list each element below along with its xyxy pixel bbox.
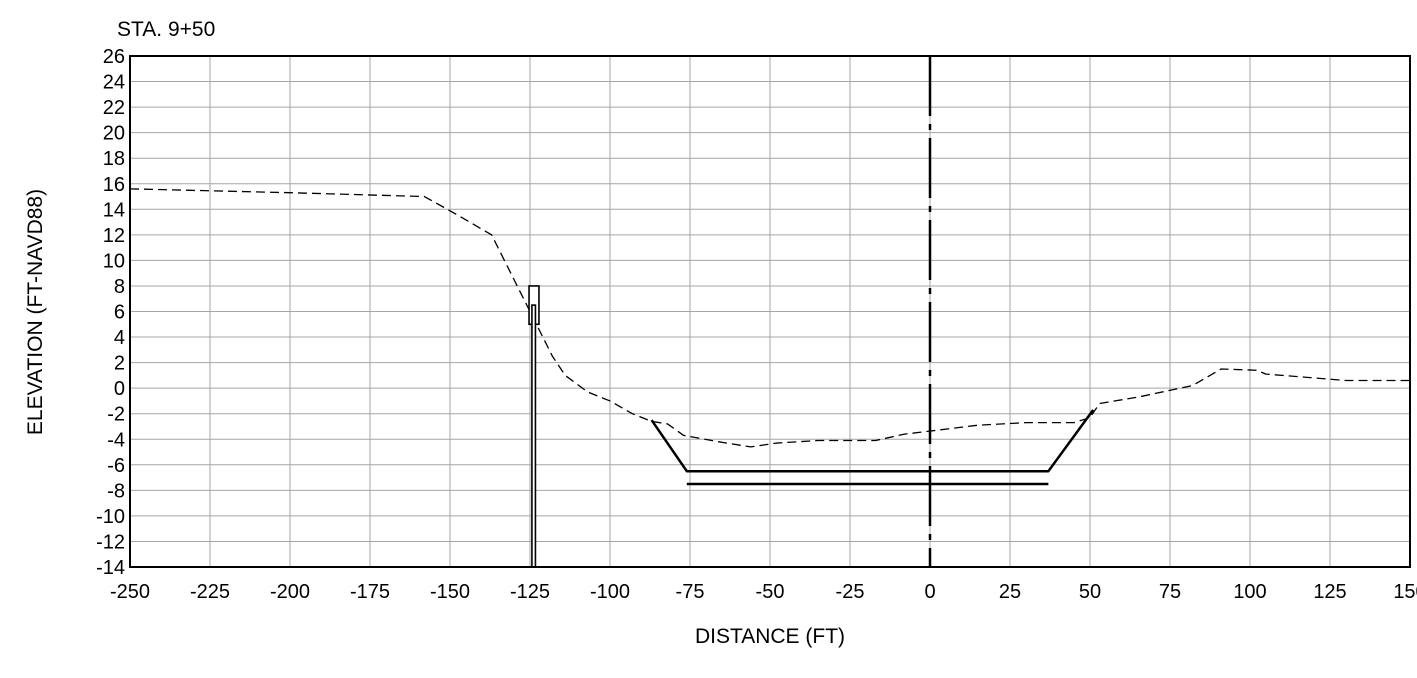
y-tick-label: 12 xyxy=(103,225,125,247)
x-tick-label: -150 xyxy=(430,581,470,603)
y-tick-label: 24 xyxy=(103,72,125,94)
x-tick-label: -225 xyxy=(190,581,230,603)
y-tick-label: -14 xyxy=(96,557,125,579)
y-tick-label: 20 xyxy=(103,123,125,145)
x-tick-label: 100 xyxy=(1233,581,1266,603)
x-tick-label: -125 xyxy=(510,581,550,603)
y-tick-label: 22 xyxy=(103,97,125,119)
y-tick-label: 16 xyxy=(103,174,125,196)
y-tick-label: 18 xyxy=(103,148,125,170)
y-tick-label: -12 xyxy=(96,531,125,553)
y-tick-label: -2 xyxy=(107,404,125,426)
x-tick-label: 150 xyxy=(1393,581,1417,603)
x-tick-label: -75 xyxy=(676,581,705,603)
y-axis-label: ELEVATION (FT-NAVD88) xyxy=(24,188,47,436)
y-tick-label: 0 xyxy=(114,378,125,400)
x-tick-label: 50 xyxy=(1079,581,1101,603)
chart-title: STA. 9+50 xyxy=(117,18,216,41)
series-group xyxy=(129,188,1410,486)
y-tick-label: -6 xyxy=(107,455,125,477)
y-tick-label: 2 xyxy=(114,353,125,375)
y-tick-label: -8 xyxy=(107,480,125,502)
y-tick-label: -4 xyxy=(107,429,125,451)
sheet-pile xyxy=(531,304,537,568)
x-tick-label: -250 xyxy=(110,581,150,603)
sheet-pile-structure xyxy=(528,285,540,568)
y-tick-label: 10 xyxy=(103,250,125,272)
plot-frame xyxy=(129,55,1411,568)
series-line-0 xyxy=(129,188,1410,448)
y-tick-label: 4 xyxy=(114,327,125,349)
y-tick-label: 8 xyxy=(114,276,125,298)
x-tick-label: 75 xyxy=(1159,581,1181,603)
x-tick-label: -200 xyxy=(270,581,310,603)
x-tick-label: -50 xyxy=(756,581,785,603)
x-tick-label: 25 xyxy=(999,581,1021,603)
axes xyxy=(129,55,1411,568)
x-tick-label: 125 xyxy=(1313,581,1346,603)
x-tick-label: -175 xyxy=(350,581,390,603)
y-tick-label: 14 xyxy=(103,199,125,221)
x-tick-label: -100 xyxy=(590,581,630,603)
x-tick-label: 0 xyxy=(924,581,935,603)
y-tick-label: -10 xyxy=(96,506,125,528)
x-tick-label: -25 xyxy=(836,581,865,603)
x-tick-labels: -250 -225 -200 -175 -150 -125 -100 -75 -50 -25 0 25… xyxy=(110,581,1417,603)
series-line-1 xyxy=(650,409,1095,473)
y-tick-label: 6 xyxy=(114,302,125,324)
x-axis-label: DISTANCE (FT) xyxy=(694,625,846,648)
grid xyxy=(129,55,1411,568)
y-tick-label: 26 xyxy=(103,46,125,68)
